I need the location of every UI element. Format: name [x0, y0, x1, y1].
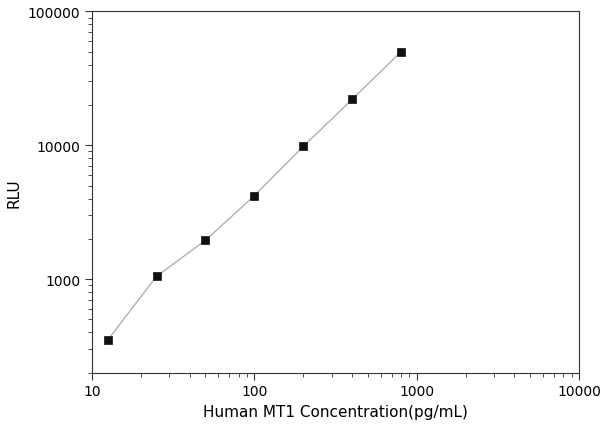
X-axis label: Human MT1 Concentration(pg/mL): Human MT1 Concentration(pg/mL): [203, 404, 468, 419]
Y-axis label: RLU: RLU: [7, 178, 22, 207]
